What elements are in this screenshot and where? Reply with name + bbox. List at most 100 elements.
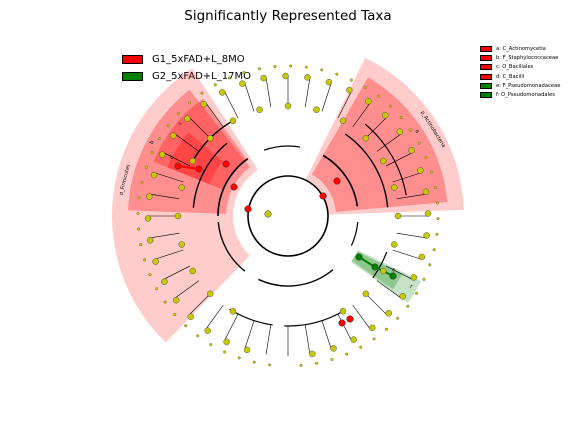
taxon-node	[184, 115, 191, 122]
clade-legend-label: d: C_Bacilli	[496, 73, 525, 80]
taxon-leaf-node	[409, 128, 413, 132]
taxon-leaf-node	[345, 352, 349, 356]
sector-label-b: b	[149, 140, 156, 146]
leaf-edge	[188, 116, 211, 139]
taxon-node	[284, 102, 292, 110]
taxon-leaf-node	[315, 361, 319, 365]
taxon-node	[260, 74, 267, 82]
clade-legend: a: C_Actinomycetia b: F_Staphylococcacea…	[480, 44, 560, 100]
enriched-node-g1	[319, 192, 327, 200]
legend-label-g1: G1_5xFAD+L_8MO	[152, 54, 245, 65]
taxon-leaf-node	[436, 217, 440, 221]
taxon-leaf-node	[415, 291, 419, 295]
leaf-edge	[392, 172, 422, 183]
enriched-node-g1	[346, 315, 354, 323]
taxon-node	[424, 210, 432, 217]
taxon-node	[172, 297, 180, 304]
branch-arc	[322, 154, 359, 207]
taxon-leaf-node	[396, 316, 400, 320]
leaf-edge	[174, 133, 200, 152]
taxon-leaf-node	[299, 363, 303, 367]
taxon-leaf-node	[388, 104, 392, 108]
taxon-leaf-node	[273, 65, 277, 69]
leaf-edge	[205, 102, 224, 128]
clade-swatch	[480, 64, 492, 71]
taxon-node	[161, 278, 168, 285]
leaf-edge	[154, 172, 184, 183]
taxon-node	[418, 253, 426, 261]
leaf-edge	[321, 320, 332, 350]
taxon-node	[152, 258, 159, 265]
taxon-leaf-node	[433, 185, 437, 189]
leaf-edge	[188, 293, 211, 316]
taxon-node	[339, 117, 347, 124]
taxon-leaf-node	[223, 350, 227, 354]
taxon-node	[223, 338, 230, 346]
taxon-leaf-node	[252, 360, 256, 364]
taxon-leaf-node	[140, 180, 144, 184]
enriched-node-g1	[244, 205, 252, 213]
taxon-leaf-node	[157, 137, 161, 141]
clade-swatch	[480, 73, 492, 80]
taxon-node	[150, 171, 158, 179]
taxon-leaf-node	[200, 91, 204, 95]
leaf-edge	[365, 116, 388, 139]
taxon-node	[178, 184, 185, 191]
clade-swatch	[480, 54, 492, 61]
legend-swatch-g1	[122, 55, 143, 64]
taxon-leaf-node	[289, 64, 293, 68]
legend-item-g2: G2_5xFAD+L_17MO	[122, 68, 251, 85]
leaf-edge	[385, 265, 413, 280]
leaf-edge	[224, 91, 239, 119]
taxon-leaf-node	[237, 356, 241, 360]
taxon-leaf-node	[209, 343, 213, 347]
leaf-edge	[376, 133, 402, 152]
enriched-node-g1	[174, 162, 182, 170]
leaf-edge	[396, 232, 427, 239]
taxon-leaf-node	[227, 76, 231, 80]
taxon-node	[178, 241, 185, 248]
taxon-node	[146, 237, 154, 244]
branch-arc	[217, 222, 246, 272]
taxon-node	[170, 132, 177, 139]
taxon-leaf-node	[137, 227, 141, 231]
taxon-leaf-node	[429, 170, 433, 174]
leaf-edge	[244, 320, 255, 350]
taxon-node	[362, 290, 369, 297]
taxon-node	[380, 157, 387, 165]
taxon-node	[309, 350, 316, 358]
taxon-leaf-node	[432, 248, 436, 252]
taxon-node	[304, 74, 311, 81]
leaf-edge	[385, 152, 413, 167]
enriched-node-g2	[371, 263, 379, 271]
leaf-edge	[337, 313, 352, 341]
sector-firmicutes	[112, 68, 259, 343]
sector-label-a: a	[413, 129, 420, 135]
taxon-node	[229, 308, 237, 315]
enriched-node-g2	[355, 253, 363, 261]
leaf-edge	[149, 232, 180, 239]
taxon-node	[229, 117, 237, 124]
taxon-leaf-node	[163, 300, 167, 304]
sector-a-actinomycetia	[312, 77, 448, 212]
taxon-leaf-node	[363, 85, 367, 89]
clade-legend-item: d: C_Bacilli	[480, 72, 560, 81]
sector-d-bacilli	[128, 89, 250, 214]
taxon-leaf-node	[384, 327, 388, 331]
branch-arc	[372, 251, 388, 279]
taxon-node	[282, 72, 289, 80]
leaf-edge	[265, 77, 272, 108]
taxon-node	[330, 345, 337, 352]
taxon-leaf-node	[335, 72, 339, 76]
leaf-edge	[304, 324, 311, 355]
leaf-edge	[365, 293, 388, 316]
leaf-edge	[149, 193, 180, 200]
group-legend: G1_5xFAD+L_8MO G2_5xFAD+L_17MO	[122, 51, 251, 85]
taxon-leaf-node	[176, 112, 180, 116]
taxon-node	[391, 184, 398, 191]
taxon-node	[243, 346, 251, 354]
taxon-node	[158, 151, 166, 158]
taxon-leaf-node	[268, 363, 272, 367]
taxon-leaf-node	[213, 83, 217, 87]
leaf-edge	[396, 193, 427, 200]
